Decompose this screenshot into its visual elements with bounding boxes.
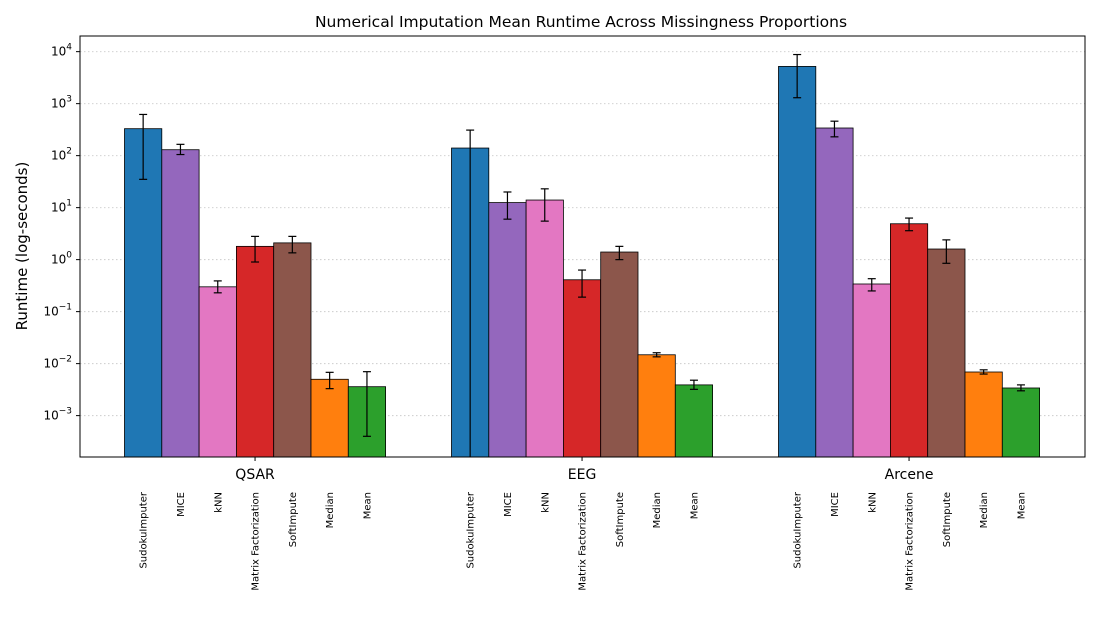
x-category-label: QSAR xyxy=(235,467,275,483)
bar-softimpute xyxy=(927,248,966,458)
y-tick-label: 101 xyxy=(51,199,72,215)
y-tick-label: 102 xyxy=(51,147,72,163)
x-category-label: Arcene xyxy=(885,467,934,483)
x-method-label: Mean xyxy=(689,492,700,519)
x-method-label: SoftImpute xyxy=(615,492,626,547)
x-method-label: kNN xyxy=(867,492,878,513)
bar-median xyxy=(964,371,1003,458)
bar-matrix-factorization xyxy=(235,245,275,458)
x-method-label: SudokuImputer xyxy=(139,491,150,568)
bar-mice xyxy=(815,127,854,458)
x-method-label: Median xyxy=(652,492,663,528)
bar-knn xyxy=(525,199,564,458)
x-method-label: Matrix Factorization xyxy=(578,492,589,591)
bar-median xyxy=(637,354,676,458)
x-method-label: Matrix Factorization xyxy=(251,492,262,591)
bar-sudokuimputer xyxy=(778,66,817,458)
y-tick-label: 10−1 xyxy=(43,303,72,319)
x-method-label: kNN xyxy=(540,492,551,513)
x-method-label: Mean xyxy=(362,492,373,519)
y-tick-label: 100 xyxy=(51,251,72,267)
x-method-label: SoftImpute xyxy=(288,492,299,547)
y-tick-label: 10−3 xyxy=(43,407,72,423)
x-method-label: kNN xyxy=(213,492,224,513)
bar-median xyxy=(310,378,349,458)
bar-sudokuimputer xyxy=(124,128,163,458)
x-method-label: MICE xyxy=(503,492,514,517)
x-method-label: MICE xyxy=(830,492,841,517)
y-tick-label: 103 xyxy=(51,95,72,111)
bar-softimpute xyxy=(600,251,639,458)
x-category-label: EEG xyxy=(568,467,597,483)
y-tick-label: 10−2 xyxy=(43,355,72,371)
x-method-label: Median xyxy=(325,492,336,528)
bar-matrix-factorization xyxy=(890,223,929,458)
bar-softimpute xyxy=(273,242,312,458)
x-method-label: SudokuImputer xyxy=(793,491,804,568)
bar-mean xyxy=(674,384,713,458)
bar-matrix-factorization xyxy=(563,279,602,458)
x-method-label: Matrix Factorization xyxy=(905,492,916,591)
bar-mice xyxy=(488,202,527,458)
x-method-label: Median xyxy=(979,492,990,528)
chart-title: Numerical Imputation Mean Runtime Across… xyxy=(315,13,847,31)
error-bars xyxy=(139,53,1025,457)
y-tick-label: 104 xyxy=(51,43,72,59)
bar-mice xyxy=(161,149,200,458)
x-axis-ticks: SudokuImputer MICE kNN Matrix Factorization… xyxy=(139,457,1027,591)
bar-knn xyxy=(198,286,237,458)
y-axis-label: Runtime (log-seconds) xyxy=(13,162,31,331)
y-axis-ticks: 10−3 10−2 10−1 100 101 102 103 104 xyxy=(43,43,80,423)
x-method-label: SoftImpute xyxy=(942,492,953,547)
bar-mean xyxy=(1001,387,1040,458)
x-method-label: MICE xyxy=(176,492,187,517)
bars xyxy=(124,66,1040,458)
x-method-label: SudokuImputer xyxy=(466,491,477,568)
x-method-label: Mean xyxy=(1016,492,1027,519)
bar-knn xyxy=(852,283,891,458)
